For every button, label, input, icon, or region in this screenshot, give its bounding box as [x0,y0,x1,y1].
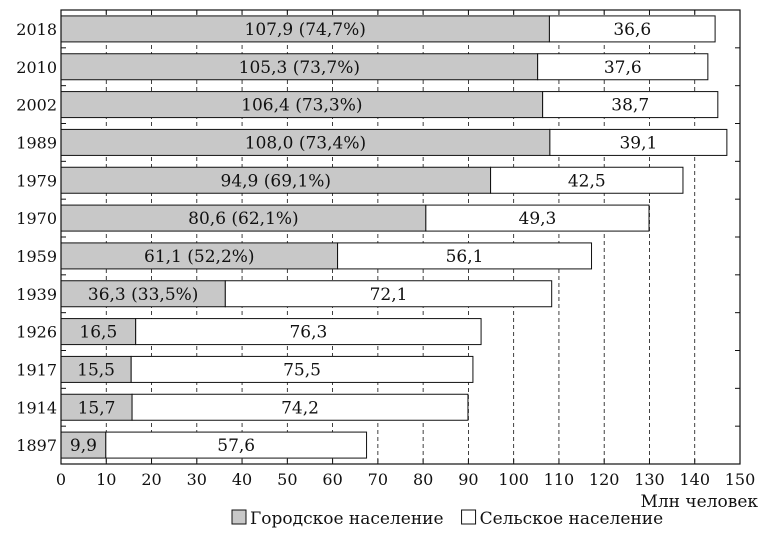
bar-urban [60,280,226,308]
data-label-rural: 72,1 [370,285,408,305]
bar-rural [549,128,728,156]
data-label-urban: 9,9 [70,436,97,456]
x-tick-label: 150 [725,470,756,489]
bar-rural [425,204,650,232]
x-tick-label: 140 [679,470,710,489]
bar-rural [490,166,684,194]
x-tick-label: 0 [56,470,66,489]
data-label-rural: 75,5 [283,360,321,380]
x-tick-label: 130 [634,470,665,489]
x-tick-label: 110 [544,470,575,489]
data-label-urban: 108,0 (73,4%) [245,133,366,153]
category-label: 2002 [16,96,57,115]
category-label: 1970 [16,209,57,228]
data-label-rural: 49,3 [519,209,557,229]
x-tick-label: 10 [96,470,116,489]
data-label-rural: 38,7 [611,96,649,116]
bar-urban [60,355,132,383]
category-label: 1979 [16,171,57,190]
legend-label-rural: Сельское население [480,509,664,529]
bars: 107,9 (74,7%) 36,6 105,3 (73,7%) 37,6 106,4 … [60,15,728,459]
x-tick-label: 40 [232,470,252,489]
data-label-urban: 80,6 (62,1%) [188,209,299,229]
axes: 2018201020021989197919701959193919261917… [16,10,755,489]
data-label-urban: 15,7 [78,398,116,418]
bar-urban [60,431,107,459]
x-tick-label: 100 [498,470,529,489]
category-label: 1926 [16,323,57,342]
category-label: 1897 [16,436,57,455]
x-tick-label: 60 [322,470,342,489]
bar-urban [60,393,133,421]
category-label: 1914 [16,398,57,417]
grid-lines [105,10,696,464]
x-tick-label: 70 [368,470,388,489]
category-label: 1989 [16,133,57,152]
category-label: 1959 [16,247,57,266]
bar-rural [105,431,368,459]
data-label-rural: 57,6 [217,436,255,456]
data-label-rural: 42,5 [568,171,606,191]
bar-rural [131,393,469,421]
data-label-urban: 15,5 [77,360,115,380]
bar-rural [135,318,482,346]
category-label: 2018 [16,20,57,39]
x-tick-label: 80 [413,470,433,489]
data-label-rural: 37,6 [604,58,642,78]
x-tick-label: 120 [589,470,620,489]
x-tick-label: 50 [277,470,297,489]
x-tick-label: 30 [187,470,207,489]
data-label-urban: 107,9 (74,7%) [245,20,366,40]
data-label-urban: 106,4 (73,3%) [241,96,362,116]
data-label-rural: 36,6 [613,20,651,40]
x-axis-label: Млн человек [640,492,758,512]
x-tick-label: 20 [141,470,161,489]
legend-swatch-rural [461,509,477,525]
data-label-rural: 56,1 [446,247,484,267]
data-label-rural: 39,1 [619,133,657,153]
data-label-urban: 61,1 (52,2%) [144,247,255,267]
bar-rural [337,242,593,270]
legend: Городское население Сельское население [231,509,664,529]
data-label-urban: 36,3 (33,5%) [88,285,199,305]
category-label: 2010 [16,58,57,77]
bar-rural [224,280,553,308]
bar-rural [537,53,709,81]
category-label: 1917 [16,360,57,379]
legend-label-urban: Городское население [250,509,444,529]
data-label-rural: 74,2 [281,398,319,418]
bar-rural [130,355,474,383]
data-label-rural: 76,3 [289,323,327,343]
bar-rural [548,15,716,43]
data-label-urban: 105,3 (73,7%) [239,58,360,78]
x-tick-label: 90 [458,470,478,489]
bar-rural [542,91,719,119]
legend-swatch-urban [231,509,247,525]
category-label: 1939 [16,285,57,304]
bar-urban [60,318,137,346]
data-label-urban: 16,5 [79,323,117,343]
data-label-urban: 94,9 (69,1%) [221,171,332,191]
